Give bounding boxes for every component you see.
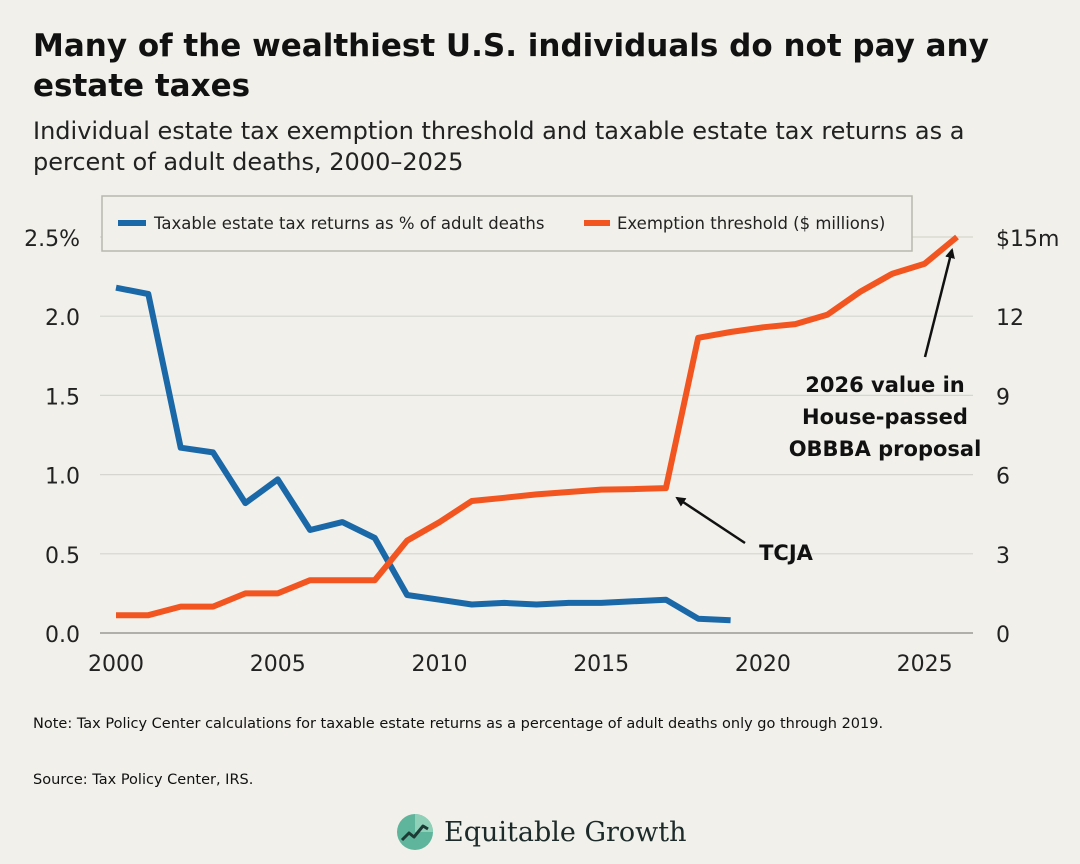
- chart-source: Source: Tax Policy Center, IRS.: [33, 772, 254, 788]
- growth-chart-leaf-icon: [397, 814, 433, 850]
- x-axis-tick-label: 2005: [250, 652, 306, 677]
- left-axis-tick-label: 2.0: [45, 306, 80, 331]
- legend-label-threshold: Exemption threshold ($ millions): [617, 214, 885, 233]
- annotation-tcja: TCJA: [675, 496, 814, 565]
- obbba-label-line-1: 2026 value in: [805, 373, 964, 397]
- left-axis-tick-label: 1.5: [45, 385, 80, 410]
- right-axis-tick-label: 6: [996, 465, 1010, 490]
- legend-label-returns: Taxable estate tax returns as % of adult…: [153, 214, 545, 233]
- x-axis-tick-label: 2015: [573, 652, 629, 677]
- legend: Taxable estate tax returns as % of adult…: [101, 195, 913, 252]
- tcja-label: TCJA: [759, 541, 814, 565]
- left-axis-tick-label: 0.0: [45, 623, 80, 648]
- x-axis-tick-label: 2000: [88, 652, 144, 677]
- obbba-label-line-3: OBBBA proposal: [789, 437, 982, 461]
- right-axis-tick-label: 3: [996, 544, 1010, 569]
- series-line-returns: [115, 284, 731, 624]
- annotation-obbba: 2026 value in House-passed OBBBA proposa…: [789, 248, 982, 461]
- dual-axis-line-chart: 0.0 0.5 1.0 1.5 2.0 2.5% 0 3 6 9 12 $15m 2000 2005 2…: [24, 195, 1059, 677]
- brand-name: Equitable Growth: [444, 816, 687, 848]
- obbba-arrow: [923, 248, 955, 358]
- left-axis-tick-label: 1.0: [45, 465, 80, 490]
- left-axis-tick-label: 0.5: [45, 544, 80, 569]
- series-line-threshold: [116, 234, 959, 619]
- x-axis-tick-label: 2025: [897, 652, 953, 677]
- x-axis-tick-label: 2010: [411, 652, 467, 677]
- right-axis-tick-label: 9: [996, 385, 1010, 410]
- chart-subtitle: Individual estate tax exemption threshol…: [33, 117, 965, 176]
- right-axis-tick-label: 12: [996, 306, 1024, 331]
- tcja-arrow: [675, 496, 746, 545]
- brand-logo: Equitable Growth: [396, 812, 687, 852]
- right-axis-tick-label: 0: [996, 623, 1010, 648]
- x-axis-tick-label: 2020: [735, 652, 791, 677]
- chart-title: Many of the wealthiest U.S. individuals …: [33, 28, 989, 104]
- right-axis-tick-label: $15m: [996, 227, 1059, 252]
- obbba-label-line-2: House-passed: [802, 405, 968, 429]
- chart-note: Note: Tax Policy Center calculations for…: [33, 716, 884, 732]
- legend-box: [101, 195, 913, 252]
- left-axis-tick-label: 2.5%: [24, 227, 80, 252]
